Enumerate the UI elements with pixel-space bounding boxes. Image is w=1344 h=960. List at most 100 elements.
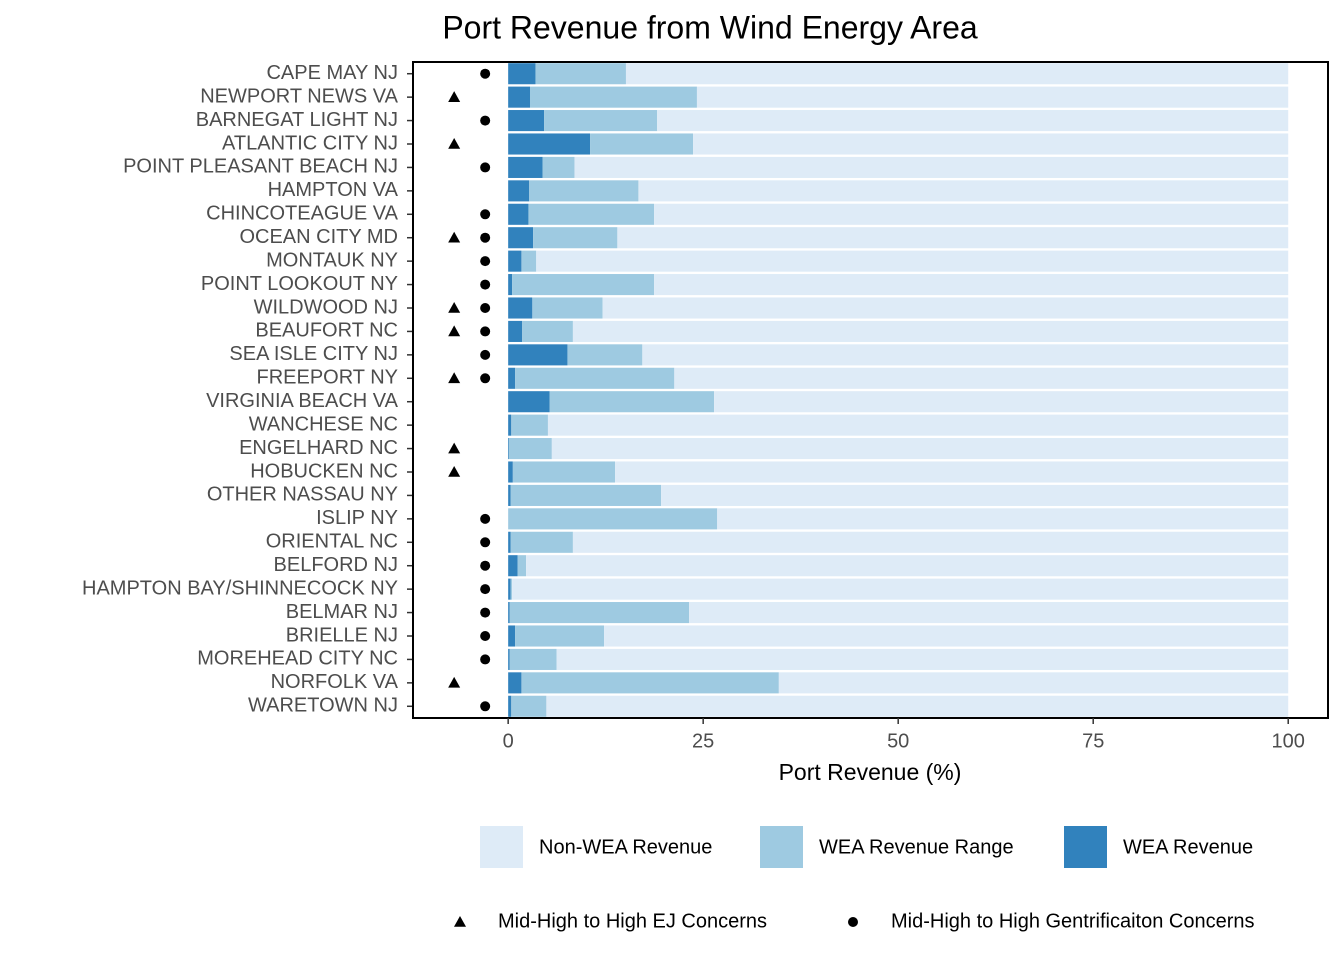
bar-segment (617, 227, 1289, 249)
gentrification-marker (480, 701, 491, 712)
y-tick-label: HAMPTON BAY/SHINNECOCK NY (82, 577, 398, 599)
ej-marker (448, 325, 461, 337)
gentrification-marker (480, 209, 491, 220)
y-tick-label: VIRGINIA BEACH VA (206, 390, 399, 412)
bar-segment (508, 672, 522, 694)
y-tick-label: HOBUCKEN NC (250, 460, 398, 482)
bar-segment (689, 602, 1289, 624)
y-tick-label: WILDWOOD NJ (254, 296, 398, 318)
bar-segment (512, 578, 1289, 600)
y-tick-label: SEA ISLE CITY NJ (229, 343, 398, 365)
bar-segment (509, 648, 557, 670)
legend-swatch (1064, 826, 1107, 868)
bar-segment (508, 578, 511, 600)
bar-segment (572, 531, 1289, 553)
bar-segment (508, 227, 534, 249)
bar-segment (546, 695, 1289, 717)
gentrification-marker (480, 560, 491, 571)
ej-marker (448, 302, 461, 313)
y-tick-label: CHINCOTEAGUE VA (206, 203, 399, 225)
bar-segment (508, 531, 511, 553)
bar-segment (512, 461, 616, 483)
bar-segment (536, 250, 1289, 272)
bar-segment (532, 297, 603, 319)
bar-segment (521, 250, 537, 272)
bar-segment (590, 133, 694, 155)
bar-segment (661, 484, 1289, 506)
bar-segment (521, 672, 779, 694)
gentrification-marker (480, 326, 491, 337)
bar-segment (508, 367, 516, 389)
ej-marker (448, 442, 461, 454)
bar-segment (547, 414, 1289, 436)
bar-segment (515, 367, 675, 389)
legend-swatch (480, 826, 523, 868)
bar-segment (674, 367, 1289, 389)
bar-segment (511, 695, 547, 717)
ej-marker (448, 231, 461, 243)
y-tick-label: BRIELLE NJ (286, 624, 398, 646)
legend-swatch (760, 826, 803, 868)
bar-segment (509, 602, 690, 624)
bar-segment (508, 508, 718, 530)
gentrification-marker (480, 279, 491, 290)
bar-segment (508, 602, 510, 624)
bar-segment (574, 156, 1289, 178)
ej-marker (448, 372, 461, 384)
bar-segment (530, 86, 697, 108)
bar-segment (522, 320, 573, 342)
bar-segment (693, 133, 1289, 155)
bar-segment (778, 672, 1289, 694)
y-tick-label: NORFOLK VA (271, 671, 399, 693)
ej-marker (448, 138, 461, 149)
gentrification-marker (480, 607, 491, 618)
y-tick-label: POINT LOOKOUT NY (201, 273, 398, 295)
bar-segment (508, 414, 512, 436)
y-tick-label: ATLANTIC CITY NJ (222, 132, 398, 154)
bar-segment (642, 344, 1289, 366)
bar-segment (638, 180, 1289, 202)
bar-segment (508, 156, 543, 178)
y-tick-label: POINT PLEASANT BEACH NJ (123, 156, 398, 178)
bar-segment (526, 555, 1289, 577)
legend-label: Mid-High to High EJ Concerns (498, 910, 767, 932)
bar-segment (508, 555, 518, 577)
bar-segment (510, 484, 662, 506)
legend-label: WEA Revenue (1123, 836, 1253, 858)
chart-title: Port Revenue from Wind Energy Area (442, 9, 978, 45)
x-tick-label: 50 (887, 730, 909, 752)
legend-label: Mid-High to High Gentrificaiton Concerns (891, 910, 1255, 932)
legend-label: Non-WEA Revenue (539, 836, 712, 858)
bar-segment (508, 180, 530, 202)
y-tick-label: HAMPTON VA (268, 179, 399, 201)
bar-segment (604, 625, 1289, 647)
bar-segment (508, 438, 552, 460)
bar-segment (549, 391, 715, 413)
bar-segment (551, 438, 1289, 460)
gentrification-marker (480, 256, 491, 267)
x-tick-label: 0 (503, 730, 514, 752)
bar-segment (517, 555, 527, 577)
bar-segment (615, 461, 1289, 483)
y-tick-label: NEWPORT NEWS VA (200, 85, 398, 107)
gentrification-marker (480, 68, 491, 79)
bar-segment (508, 695, 512, 717)
x-axis-label: Port Revenue (%) (779, 759, 962, 785)
bar-segment (528, 203, 655, 225)
bar-segment (696, 86, 1289, 108)
bar-segment (508, 461, 513, 483)
y-tick-label: ENGELHARD NC (239, 437, 398, 459)
bar-segment (508, 274, 513, 296)
y-tick-label: BEAUFORT NC (255, 320, 398, 342)
bar-segment (510, 531, 573, 553)
bar-segment (508, 86, 531, 108)
y-tick-label: ISLIP NY (316, 507, 398, 529)
bar-segment (508, 110, 545, 132)
y-tick-label: BARNEGAT LIGHT NJ (196, 109, 398, 131)
bar-segment (515, 625, 605, 647)
bar-segment (508, 438, 509, 460)
bar-segment (714, 391, 1289, 413)
bar-segment (508, 344, 568, 366)
bar-segment (542, 156, 575, 178)
